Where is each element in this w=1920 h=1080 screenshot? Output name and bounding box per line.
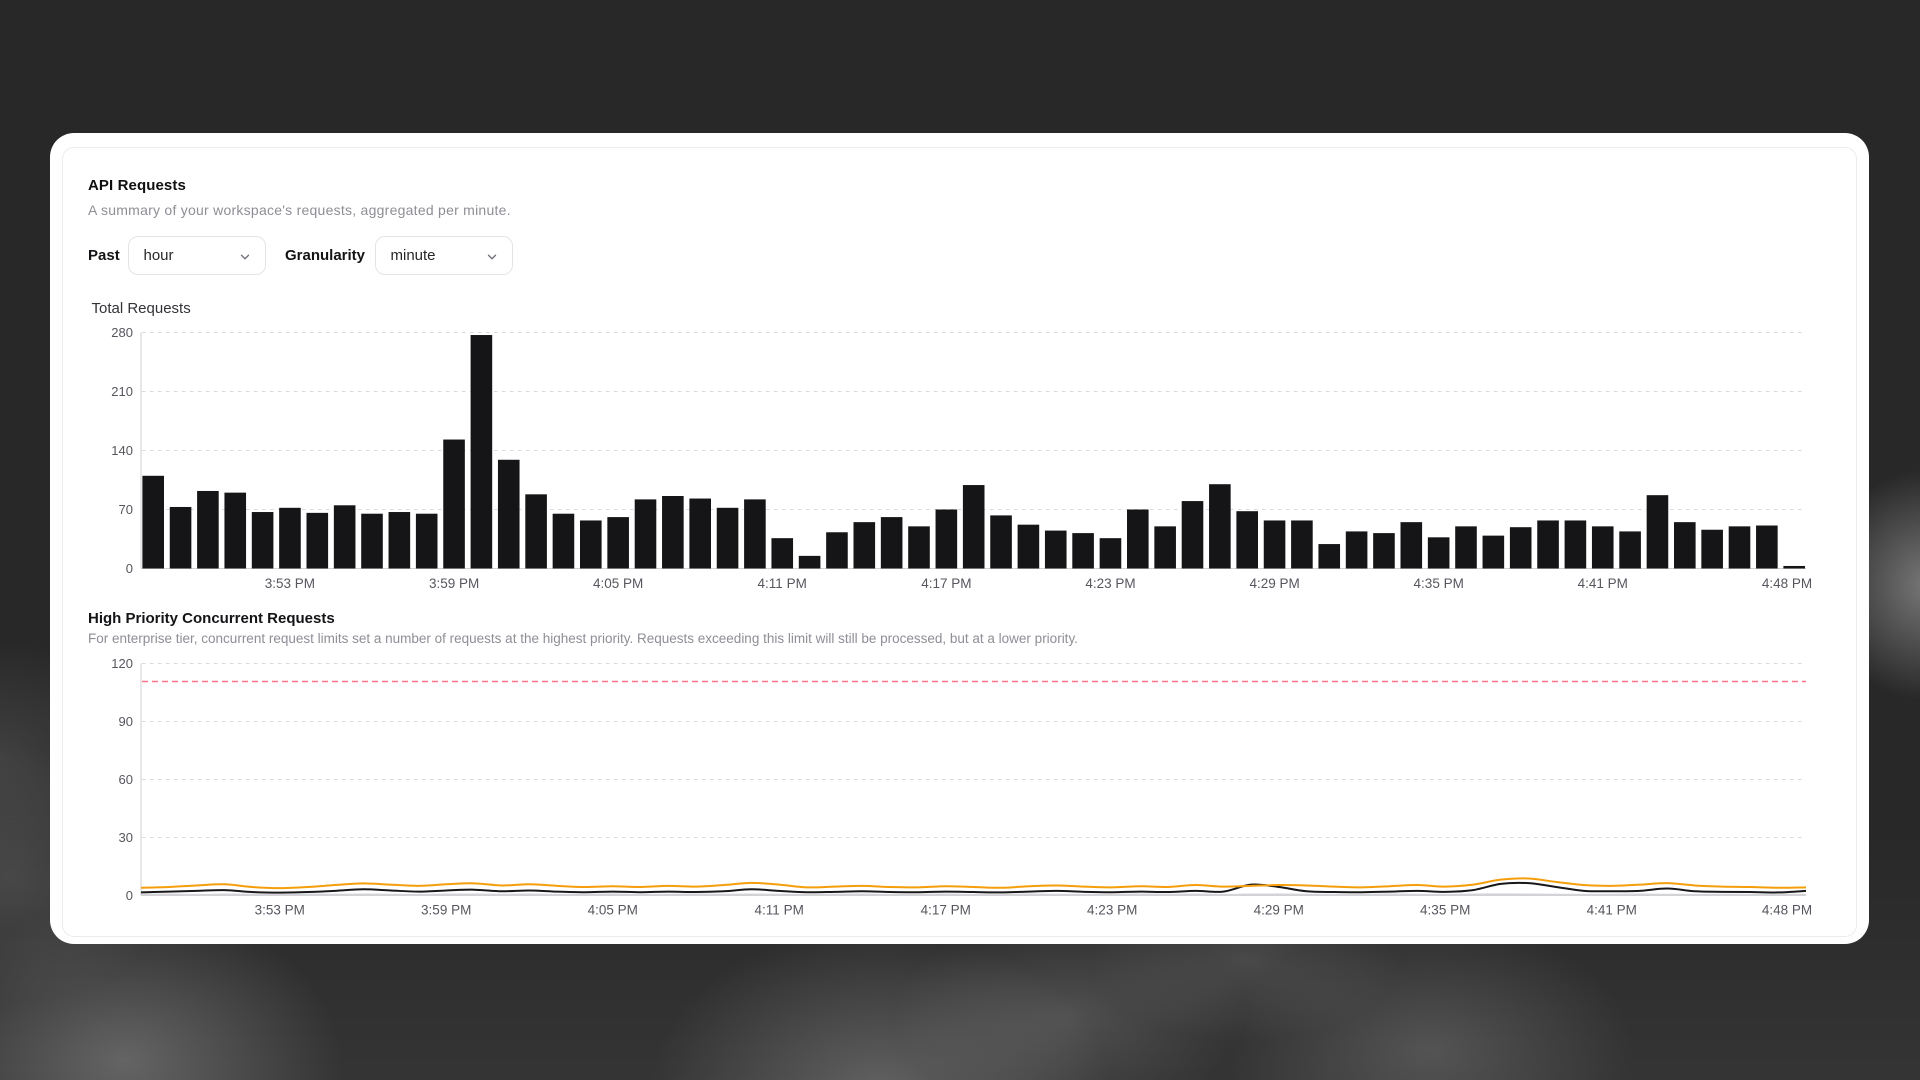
svg-text:0: 0 <box>126 561 133 576</box>
svg-text:3:53 PM: 3:53 PM <box>265 576 315 591</box>
svg-text:4:29 PM: 4:29 PM <box>1249 576 1299 591</box>
svg-text:4:35 PM: 4:35 PM <box>1420 903 1470 918</box>
svg-text:280: 280 <box>111 325 133 340</box>
svg-text:210: 210 <box>111 384 133 399</box>
svg-text:4:35 PM: 4:35 PM <box>1414 576 1464 591</box>
svg-text:120: 120 <box>111 656 133 671</box>
svg-text:3:59 PM: 3:59 PM <box>421 903 471 918</box>
svg-text:4:05 PM: 4:05 PM <box>593 576 643 591</box>
svg-text:0: 0 <box>126 888 133 903</box>
svg-text:4:41 PM: 4:41 PM <box>1578 576 1628 591</box>
svg-text:90: 90 <box>119 714 133 729</box>
svg-text:70: 70 <box>119 502 133 517</box>
svg-text:4:05 PM: 4:05 PM <box>588 903 638 918</box>
svg-text:4:17 PM: 4:17 PM <box>921 576 971 591</box>
svg-text:140: 140 <box>111 443 133 458</box>
svg-text:4:29 PM: 4:29 PM <box>1254 903 1304 918</box>
svg-text:3:59 PM: 3:59 PM <box>429 576 479 591</box>
svg-text:4:48 PM: 4:48 PM <box>1762 576 1812 591</box>
svg-text:4:23 PM: 4:23 PM <box>1085 576 1135 591</box>
svg-text:3:53 PM: 3:53 PM <box>255 903 305 918</box>
svg-text:4:41 PM: 4:41 PM <box>1587 903 1637 918</box>
svg-text:4:11 PM: 4:11 PM <box>758 576 807 591</box>
svg-text:4:23 PM: 4:23 PM <box>1087 903 1137 918</box>
svg-text:4:11 PM: 4:11 PM <box>755 903 804 918</box>
svg-text:30: 30 <box>119 830 133 845</box>
svg-text:4:17 PM: 4:17 PM <box>921 903 971 918</box>
svg-text:4:48 PM: 4:48 PM <box>1762 903 1812 918</box>
svg-text:60: 60 <box>119 772 133 787</box>
